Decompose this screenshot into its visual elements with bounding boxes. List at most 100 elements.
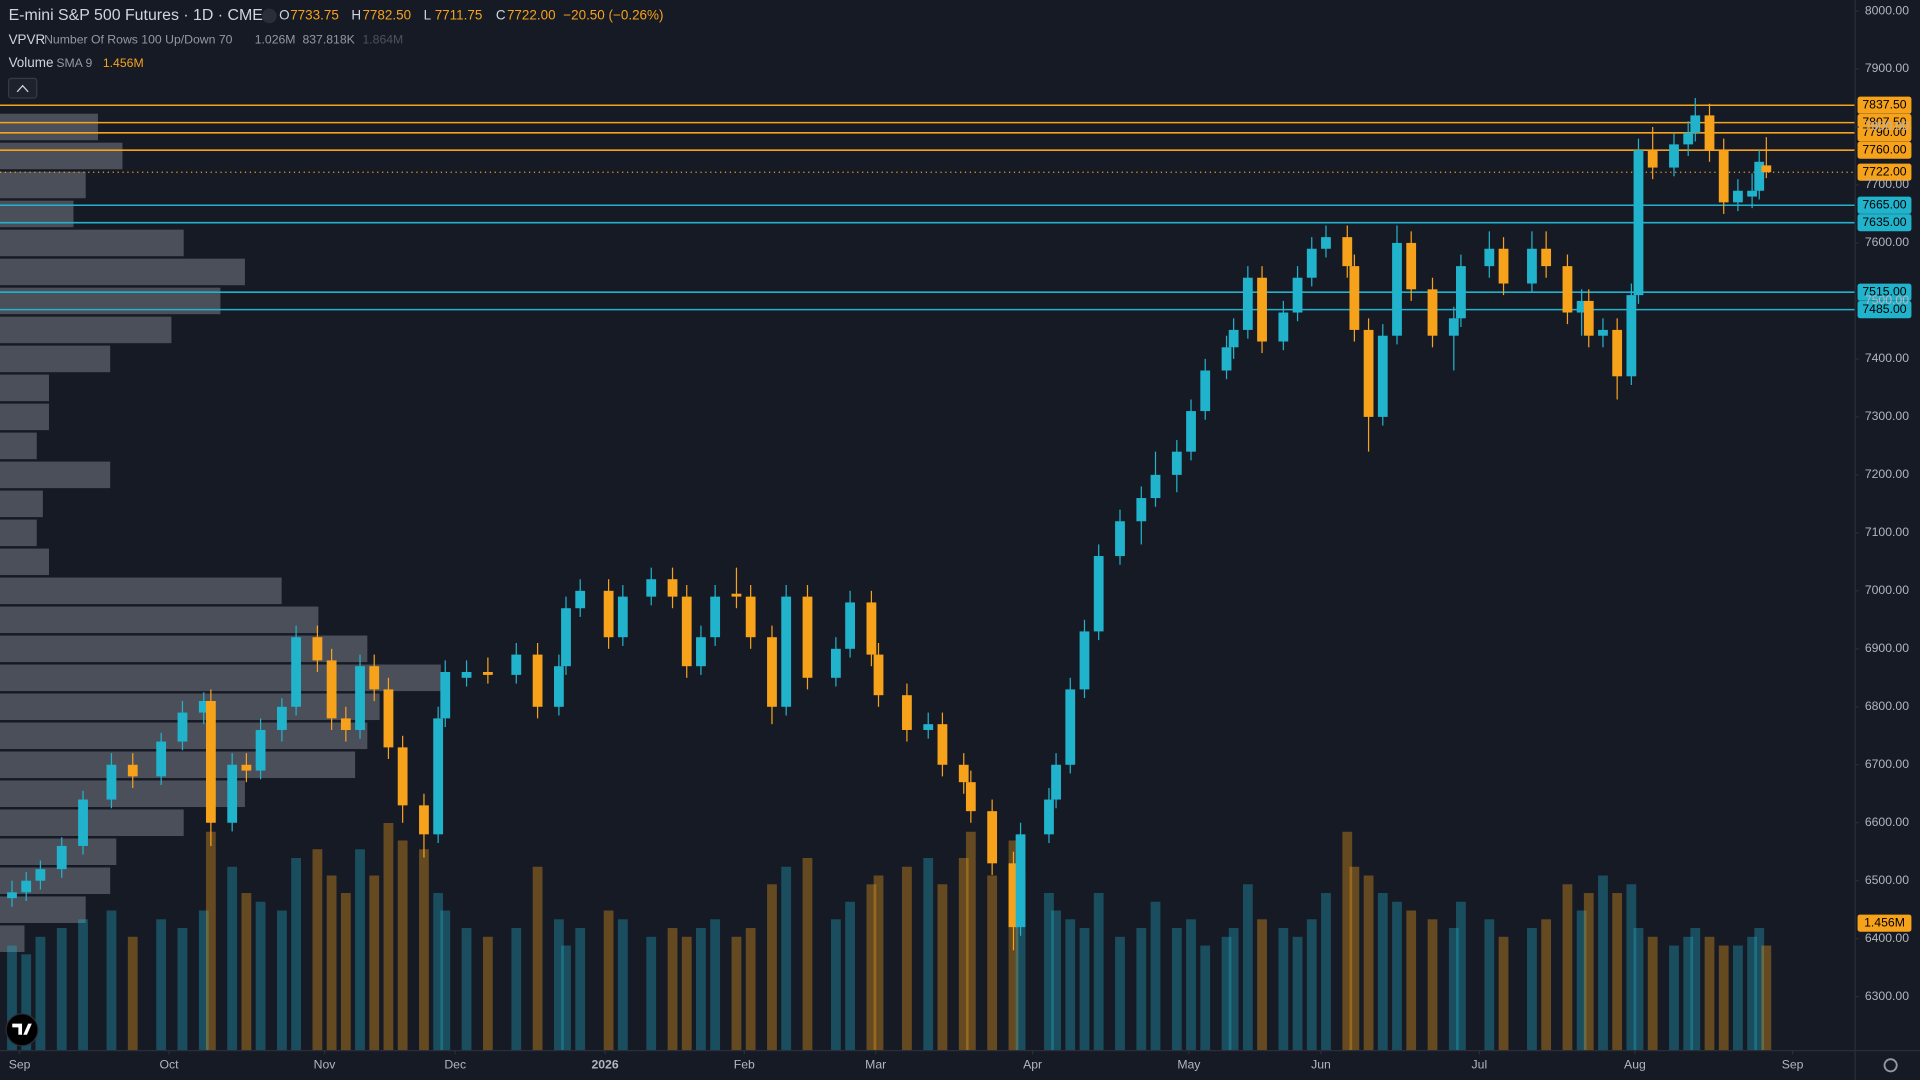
- volume-bar: [1583, 893, 1594, 1051]
- candle-body: [1015, 834, 1026, 928]
- vpvr-row: [0, 171, 86, 199]
- level-tag: [1857, 141, 1912, 159]
- vpvr-row: [0, 432, 37, 460]
- candle-body: [205, 700, 216, 823]
- collapse-button[interactable]: [7, 77, 38, 99]
- volume-bar: [369, 875, 380, 1051]
- candle-body: [355, 666, 365, 730]
- candle-body: [1527, 248, 1537, 284]
- volume-bar: [1484, 919, 1495, 1051]
- x-tick-label: Jun: [1311, 1058, 1331, 1072]
- volume-bar: [1718, 945, 1729, 1051]
- volume-bar: [1626, 884, 1637, 1051]
- y-tick-label: 7000.00: [1865, 583, 1909, 597]
- candle-body: [1633, 150, 1644, 296]
- candle-body: [667, 579, 678, 597]
- volume-bar: [397, 840, 408, 1051]
- volume-layer: [7, 822, 1772, 1051]
- candle-body: [440, 671, 451, 719]
- x-tick-label: Dec: [444, 1058, 466, 1072]
- candle-body: [1669, 144, 1679, 168]
- vpvr-row: [0, 490, 43, 518]
- x-tick-label: Sep: [9, 1058, 31, 1072]
- volume-bar: [21, 954, 32, 1051]
- vpvr-value: 1.026M: [255, 33, 296, 47]
- y-tick-label: 7100.00: [1865, 525, 1909, 539]
- candle-body: [255, 729, 266, 771]
- x-tick-label: Aug: [1624, 1058, 1646, 1072]
- candle-body: [710, 596, 721, 638]
- volume-label: Volume: [9, 55, 54, 70]
- vpvr-row: [0, 809, 184, 837]
- candle-body: [1342, 237, 1353, 267]
- volume-bar: [277, 910, 287, 1051]
- volume-bar: [532, 866, 543, 1051]
- volume-bar: [667, 928, 678, 1051]
- candle-body: [1683, 132, 1694, 145]
- volume-bar: [1115, 936, 1125, 1051]
- candle-body: [923, 724, 934, 730]
- volume-bar: [1562, 884, 1573, 1051]
- volume-bar: [7, 945, 17, 1051]
- candle-body: [312, 637, 323, 661]
- candle-body: [21, 880, 32, 893]
- vpvr-row: [0, 345, 111, 373]
- volume-bar: [1669, 945, 1679, 1051]
- candle-body: [987, 811, 998, 864]
- volume-bar: [603, 910, 614, 1051]
- candle-body: [1306, 248, 1317, 278]
- y-tick-label: 6900.00: [1865, 641, 1909, 655]
- candle-body: [1626, 295, 1637, 377]
- volume-sma-tag: [1857, 914, 1912, 932]
- candle-body: [1754, 161, 1765, 191]
- candle-body: [1051, 764, 1061, 800]
- level-tag-label: 7837.50: [1862, 97, 1906, 111]
- ohlc-value: 7711.75: [435, 7, 483, 22]
- candle-body: [1242, 277, 1253, 330]
- volume-bar: [1733, 945, 1743, 1051]
- volume-bar: [1051, 910, 1061, 1051]
- candle-body: [1704, 115, 1715, 151]
- volume-bar: [575, 928, 586, 1051]
- ohlc-value: 7782.50: [362, 7, 411, 22]
- volume-bar: [35, 936, 46, 1051]
- ohlc-key: O: [279, 7, 289, 22]
- candle-body: [1448, 318, 1459, 336]
- volume-bar: [227, 866, 238, 1051]
- volume-bar: [255, 901, 266, 1051]
- candle-body: [958, 764, 969, 783]
- volume-bar: [1747, 936, 1758, 1051]
- vpvr-row: [0, 606, 319, 634]
- candle-body: [1008, 863, 1019, 928]
- candle-body: [1562, 266, 1573, 313]
- x-tick-label: Mar: [865, 1058, 886, 1072]
- ohlc-legend: O 7733.75 H 7782.50 L 7711.75 C 7722.00 −20.50 (…: [279, 7, 663, 22]
- volume-bar: [1306, 919, 1317, 1051]
- volume-bar: [1093, 893, 1104, 1051]
- vpvr-row: [0, 867, 111, 894]
- volume-bar: [1612, 893, 1623, 1051]
- candle-body: [802, 596, 813, 678]
- candle-body: [277, 706, 287, 730]
- x-tick-label: Nov: [314, 1058, 337, 1072]
- vpvr-row: [0, 751, 356, 779]
- volume-bar: [56, 928, 67, 1051]
- settings-button[interactable]: [1883, 1058, 1898, 1073]
- candle-body: [433, 718, 444, 835]
- y-tick-label: 7300.00: [1865, 409, 1909, 423]
- candle-body: [1718, 150, 1729, 203]
- volume-bar: [383, 822, 394, 1051]
- volume-bar: [312, 849, 323, 1051]
- volume-bar: [681, 936, 692, 1051]
- candle-body: [1377, 335, 1388, 417]
- level-tag-label: 7635.00: [1862, 215, 1906, 229]
- x-tick-label: Sep: [1782, 1058, 1804, 1072]
- ohlc-key: L: [424, 7, 432, 22]
- candle-body: [1392, 242, 1402, 336]
- volume-bar: [1761, 945, 1772, 1051]
- level-tag: [1857, 96, 1912, 114]
- volume-bar: [198, 910, 209, 1051]
- candle-body: [1484, 248, 1495, 267]
- volume-bar: [1186, 919, 1196, 1051]
